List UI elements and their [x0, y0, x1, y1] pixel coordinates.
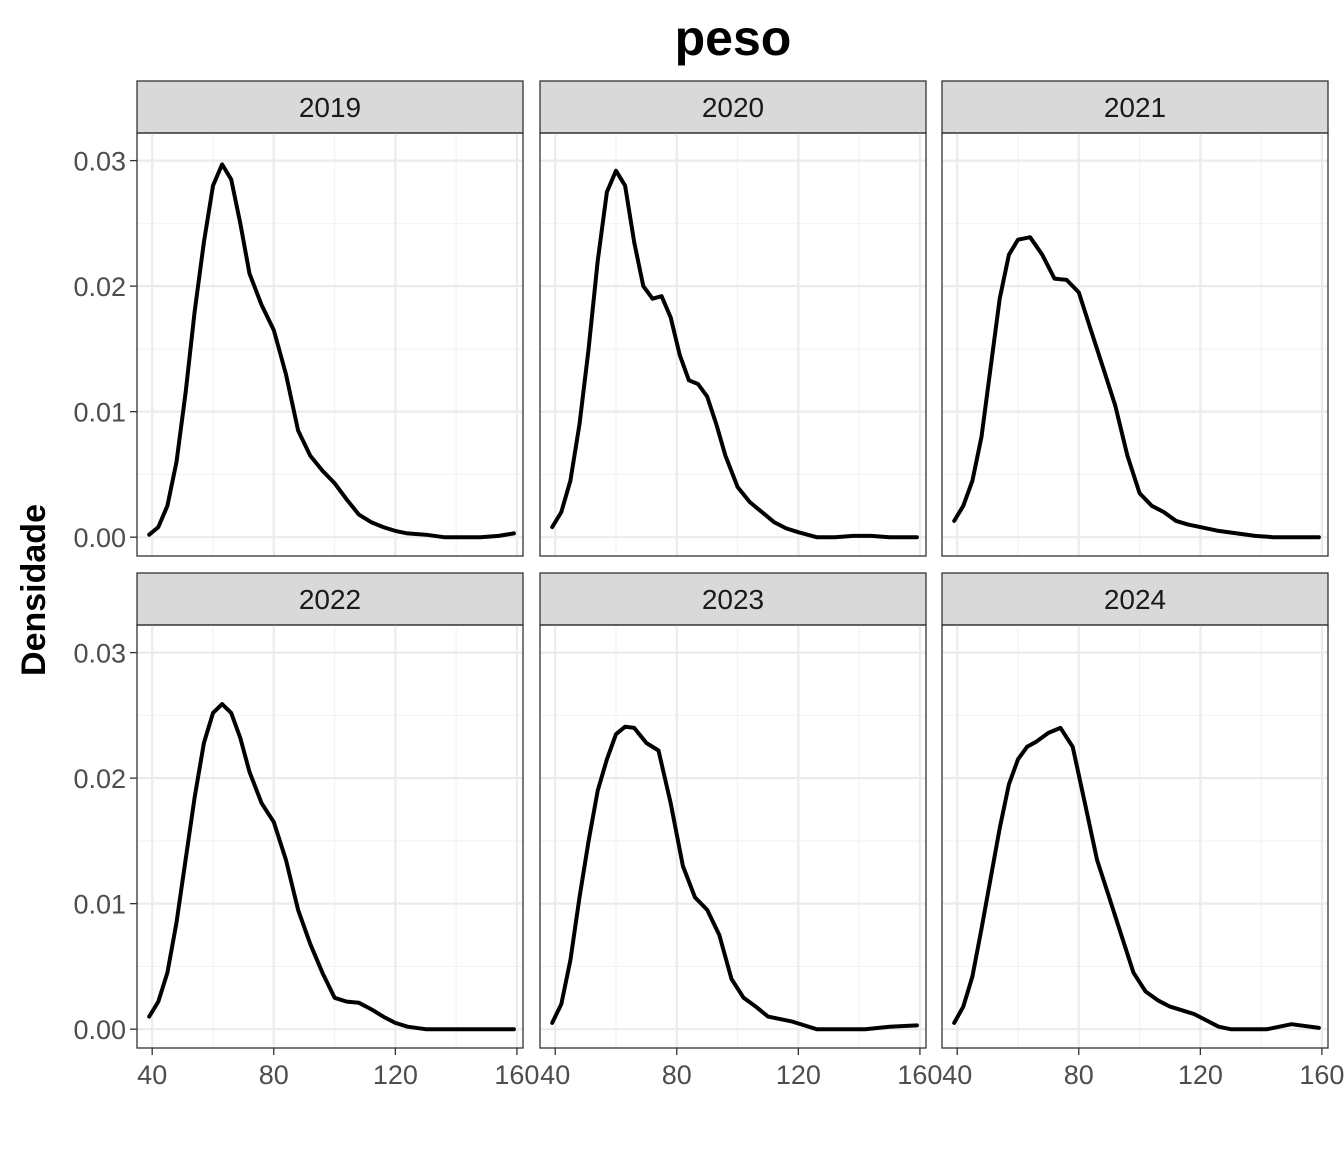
facet-panel-2020: 2020 [539, 80, 927, 557]
x-tick-label: 120 [1178, 1060, 1223, 1090]
x-tick-label: 160 [494, 1060, 539, 1090]
facet-strip-label: 2021 [1104, 92, 1166, 123]
y-tick-label: 0.00 [73, 1015, 126, 1045]
x-tick-label: 40 [540, 1060, 570, 1090]
y-tick-label: 0.03 [73, 147, 126, 177]
x-tick-label: 40 [137, 1060, 167, 1090]
facet-strip [136, 80, 524, 134]
density-line-2019 [147, 162, 516, 540]
x-tick-label: 40 [942, 1060, 972, 1090]
facet-strip-label: 2024 [1104, 584, 1166, 615]
y-tick-label: 0.00 [73, 523, 126, 553]
facet-strip-label: 2020 [702, 92, 764, 123]
facet-panel-2021: 2021 [941, 80, 1329, 557]
y-axis-title: Densidade [15, 504, 53, 676]
panel-border [539, 624, 927, 1049]
panel-border [539, 132, 927, 557]
facet-panels: 2019 0.00 0.01 0.02 0.03 2020 2021 2022 0.00 0.01… [73, 80, 1344, 1090]
density-line-2023 [550, 724, 919, 1032]
panel-border [941, 624, 1329, 1049]
y-tick-label: 0.01 [73, 890, 126, 920]
x-tick-label: 80 [1064, 1060, 1094, 1090]
x-tick-label: 80 [259, 1060, 289, 1090]
facet-strip [539, 80, 927, 134]
y-tick-label: 0.01 [73, 398, 126, 428]
density-line-2024 [952, 725, 1321, 1032]
facet-strip [941, 572, 1329, 626]
facet-strip [539, 572, 927, 626]
x-tick-label: 80 [662, 1060, 692, 1090]
facet-panel-2024: 2024 40 80 120 160 [941, 572, 1344, 1090]
y-tick-label: 0.03 [73, 639, 126, 669]
facet-strip [136, 572, 524, 626]
facet-strip-label: 2023 [702, 584, 764, 615]
y-tick-label: 0.02 [73, 272, 126, 302]
facet-panel-2023: 2023 40 80 120 160 [539, 572, 942, 1090]
facet-strip-label: 2022 [299, 584, 361, 615]
x-tick-label: 120 [373, 1060, 418, 1090]
x-tick-label: 160 [897, 1060, 942, 1090]
facet-panel-2019: 2019 0.00 0.01 0.02 0.03 [73, 80, 524, 557]
facet-panel-2022: 2022 0.00 0.01 0.02 0.03 40 80 120 160 [73, 572, 539, 1090]
facet-strip-label: 2019 [299, 92, 361, 123]
density-line-2020 [550, 168, 919, 540]
panel-border [136, 132, 524, 557]
density-line-2021 [952, 235, 1321, 540]
density-line-2022 [147, 702, 516, 1032]
panel-border [136, 624, 524, 1049]
x-tick-label: 160 [1299, 1060, 1344, 1090]
chart-title: peso [675, 10, 792, 66]
x-tick-label: 120 [776, 1060, 821, 1090]
y-tick-label: 0.02 [73, 764, 126, 794]
panel-border [941, 132, 1329, 557]
